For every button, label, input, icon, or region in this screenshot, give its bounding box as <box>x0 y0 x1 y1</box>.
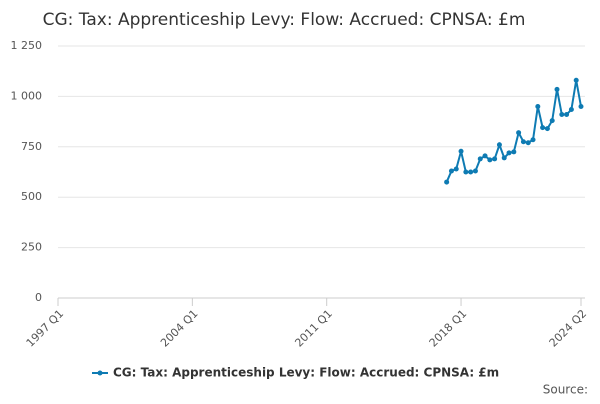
y-tick-label: 500 <box>21 190 42 203</box>
point <box>472 168 478 174</box>
point <box>540 125 546 131</box>
point <box>520 139 526 145</box>
point <box>544 126 550 132</box>
point <box>506 150 512 156</box>
y-tick-label: 250 <box>21 241 42 254</box>
point <box>564 112 570 118</box>
point <box>477 156 483 162</box>
chart-title: CG: Tax: Apprenticeship Levy: Flow: Accr… <box>43 10 526 30</box>
point <box>458 148 464 154</box>
point <box>559 112 565 118</box>
point <box>468 169 474 175</box>
y-tick-label: 750 <box>21 140 42 153</box>
point <box>453 166 459 172</box>
point <box>525 140 531 146</box>
source: Source: <box>543 383 588 397</box>
point <box>530 137 536 143</box>
point <box>568 107 574 113</box>
point <box>448 168 454 174</box>
y-tick-label: 1 250 <box>11 39 43 52</box>
x-tick-label: 2024 Q2 <box>547 307 590 350</box>
point <box>482 153 488 159</box>
point <box>444 179 450 185</box>
point <box>501 155 507 161</box>
point <box>492 156 498 162</box>
point <box>549 118 555 124</box>
x-tick-label: 2018 Q1 <box>427 307 470 350</box>
legend-label: CG: Tax: Apprenticeship Levy: Flow: Accr… <box>113 366 499 380</box>
point <box>463 169 469 175</box>
point <box>516 130 522 136</box>
point <box>554 86 560 92</box>
y-tick-label: 1 000 <box>11 89 43 102</box>
x-tick-label: 2011 Q1 <box>292 307 335 350</box>
point <box>511 149 517 155</box>
x-tick-label: 2004 Q1 <box>158 307 201 350</box>
y-tick-label: 0 <box>35 291 42 304</box>
point <box>487 157 493 163</box>
x-tick-label: 1997 Q1 <box>24 307 67 350</box>
legend-marker <box>97 370 103 376</box>
line <box>445 80 582 183</box>
point <box>578 103 584 109</box>
point <box>573 77 579 83</box>
point <box>535 103 541 109</box>
point <box>496 142 502 148</box>
